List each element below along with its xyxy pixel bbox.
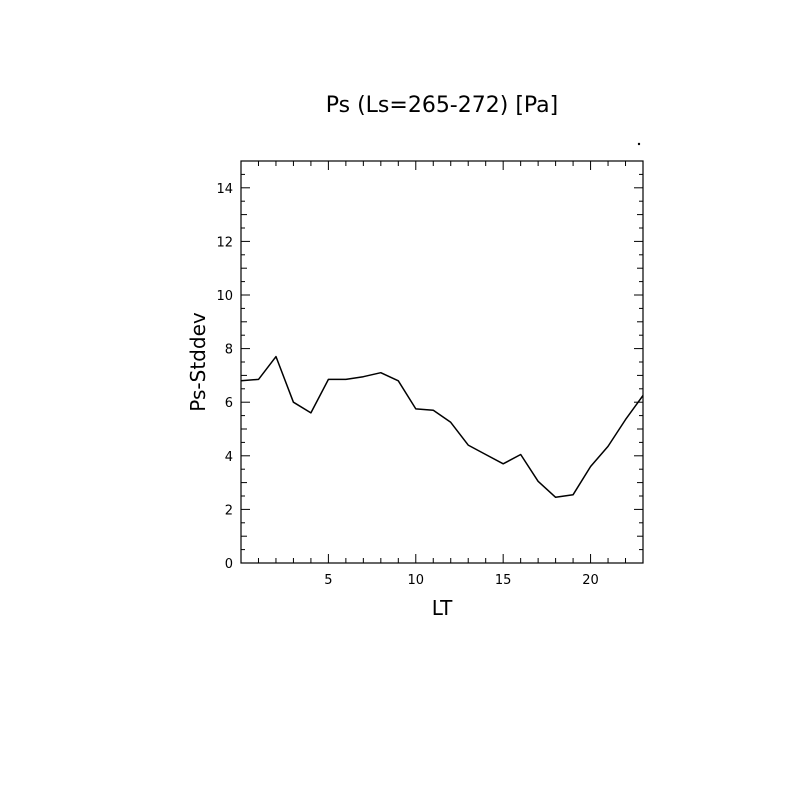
x-tick-label: 10 [408, 573, 425, 588]
series-layer [240, 355, 644, 499]
y-tick-label: 4 [225, 450, 233, 465]
x-axis-label: LT [432, 596, 453, 620]
y-axis-tick-labels: 0 2 4 6 8 10 12 14 [216, 182, 233, 572]
x-tick-label: 15 [495, 573, 512, 588]
plot-frame [240, 160, 644, 564]
y-tick-label: 14 [216, 182, 233, 197]
y-tick-label: 0 [225, 557, 233, 572]
y-tick-label: 10 [216, 289, 233, 304]
x-tick-label: 20 [582, 573, 599, 588]
y-tick-label: 12 [216, 235, 233, 250]
y-axis-ticks [241, 173, 643, 551]
y-tick-label: 6 [225, 396, 233, 411]
x-axis-ticks [257, 161, 627, 563]
corner-dot-mark [637, 142, 641, 146]
y-tick-label: 8 [225, 343, 233, 358]
y-axis-label: Ps-Stddev [186, 312, 210, 412]
y-tick-label: 2 [225, 503, 233, 518]
x-axis-tick-labels: 5 10 15 20 [324, 573, 599, 588]
x-tick-label: 5 [324, 573, 332, 588]
chart-title: Ps (Ls=265-272) [Pa] [326, 93, 559, 118]
series-line [240, 355, 644, 499]
